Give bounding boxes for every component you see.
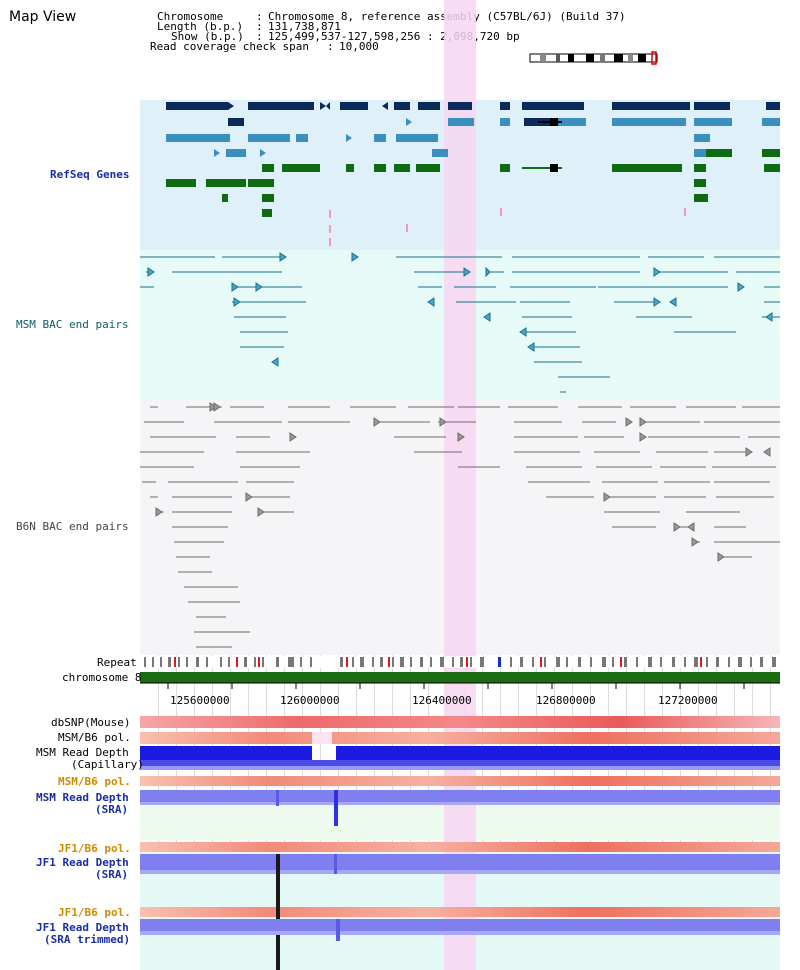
track-label-msm-depth-cap-2: (Capillary) (71, 758, 144, 771)
axis-tick-label: 126000000 (280, 694, 340, 707)
track-label-jf1-depth-1: JF1 Read Depth (36, 856, 129, 869)
msm-b6-pol-strip-2 (140, 776, 780, 786)
track-label-chromosome: chromosome 8 (62, 671, 142, 684)
jf1-depth-trimmed (140, 919, 780, 941)
axis-tick-label: 126800000 (536, 694, 596, 707)
msm-bac-pairs (140, 252, 780, 393)
repeat-track (140, 656, 780, 668)
jf1-depth-sra (140, 854, 780, 970)
track-label-jf1-depth-2: (SRA) (95, 868, 129, 881)
length-label: Length (b.p.) (157, 20, 244, 33)
track-label-jf1-depth-tr-1: JF1 Read Depth (36, 921, 129, 934)
b6n-bac-pairs (140, 402, 780, 648)
track-label-msm-depth-sra-1: MSM Read Depth (36, 791, 129, 804)
track-label-refseq[interactable]: RefSeq Genes (50, 168, 130, 181)
ideogram-position-marker (651, 51, 657, 65)
span-value: 10,000 (339, 40, 379, 53)
length-value: 131,738,871 (268, 20, 341, 33)
track-label-dbsnp: dbSNP(Mouse) (51, 716, 131, 729)
msm-depth-sra (140, 790, 780, 826)
track-label-msm-depth-cap-1: MSM Read Depth (36, 746, 129, 759)
track-label-repeat: Repeat (97, 656, 137, 669)
selection-highlight (444, 0, 476, 970)
chromosome-label: Chromosome (157, 10, 224, 23)
window-title: Map View (9, 9, 77, 25)
chromosome-ideogram[interactable] (528, 51, 662, 65)
axis-tick-label: 127200000 (658, 694, 718, 707)
track-label-b6n-bac[interactable]: B6N BAC end pairs (16, 520, 129, 533)
track-label-msm-b6-pol-1: MSM/B6 pol. (58, 731, 131, 744)
track-label-jf1-pol-1: JF1/B6 pol. (58, 842, 131, 855)
span-label: Read coverage check span (150, 40, 309, 53)
msm-b6-pol-strip-1 (140, 732, 780, 744)
jf1-b6-pol-strip-2 (140, 907, 780, 917)
chromosome-bar (140, 672, 780, 683)
track-label-msm-depth-sra-2: (SRA) (95, 803, 129, 816)
track-label-msm-bac[interactable]: MSM BAC end pairs (16, 318, 129, 331)
axis-tick-label: 125600000 (170, 694, 230, 707)
track-label-jf1-depth-tr-2: (SRA trimmed) (44, 933, 131, 946)
track-label-msm-b6-pol-2: MSM/B6 pol. (58, 775, 131, 788)
show-label: Show (b.p.) (171, 30, 244, 43)
axis-tick-label: 126400000 (412, 694, 472, 707)
msm-depth-capillary (140, 746, 780, 770)
jf1-b6-pol-strip-1 (140, 842, 780, 852)
position-axis (140, 682, 780, 689)
track-label-jf1-pol-2: JF1/B6 pol. (58, 906, 131, 919)
dbsnp-strip (140, 716, 780, 728)
refseq-genes (166, 102, 780, 246)
